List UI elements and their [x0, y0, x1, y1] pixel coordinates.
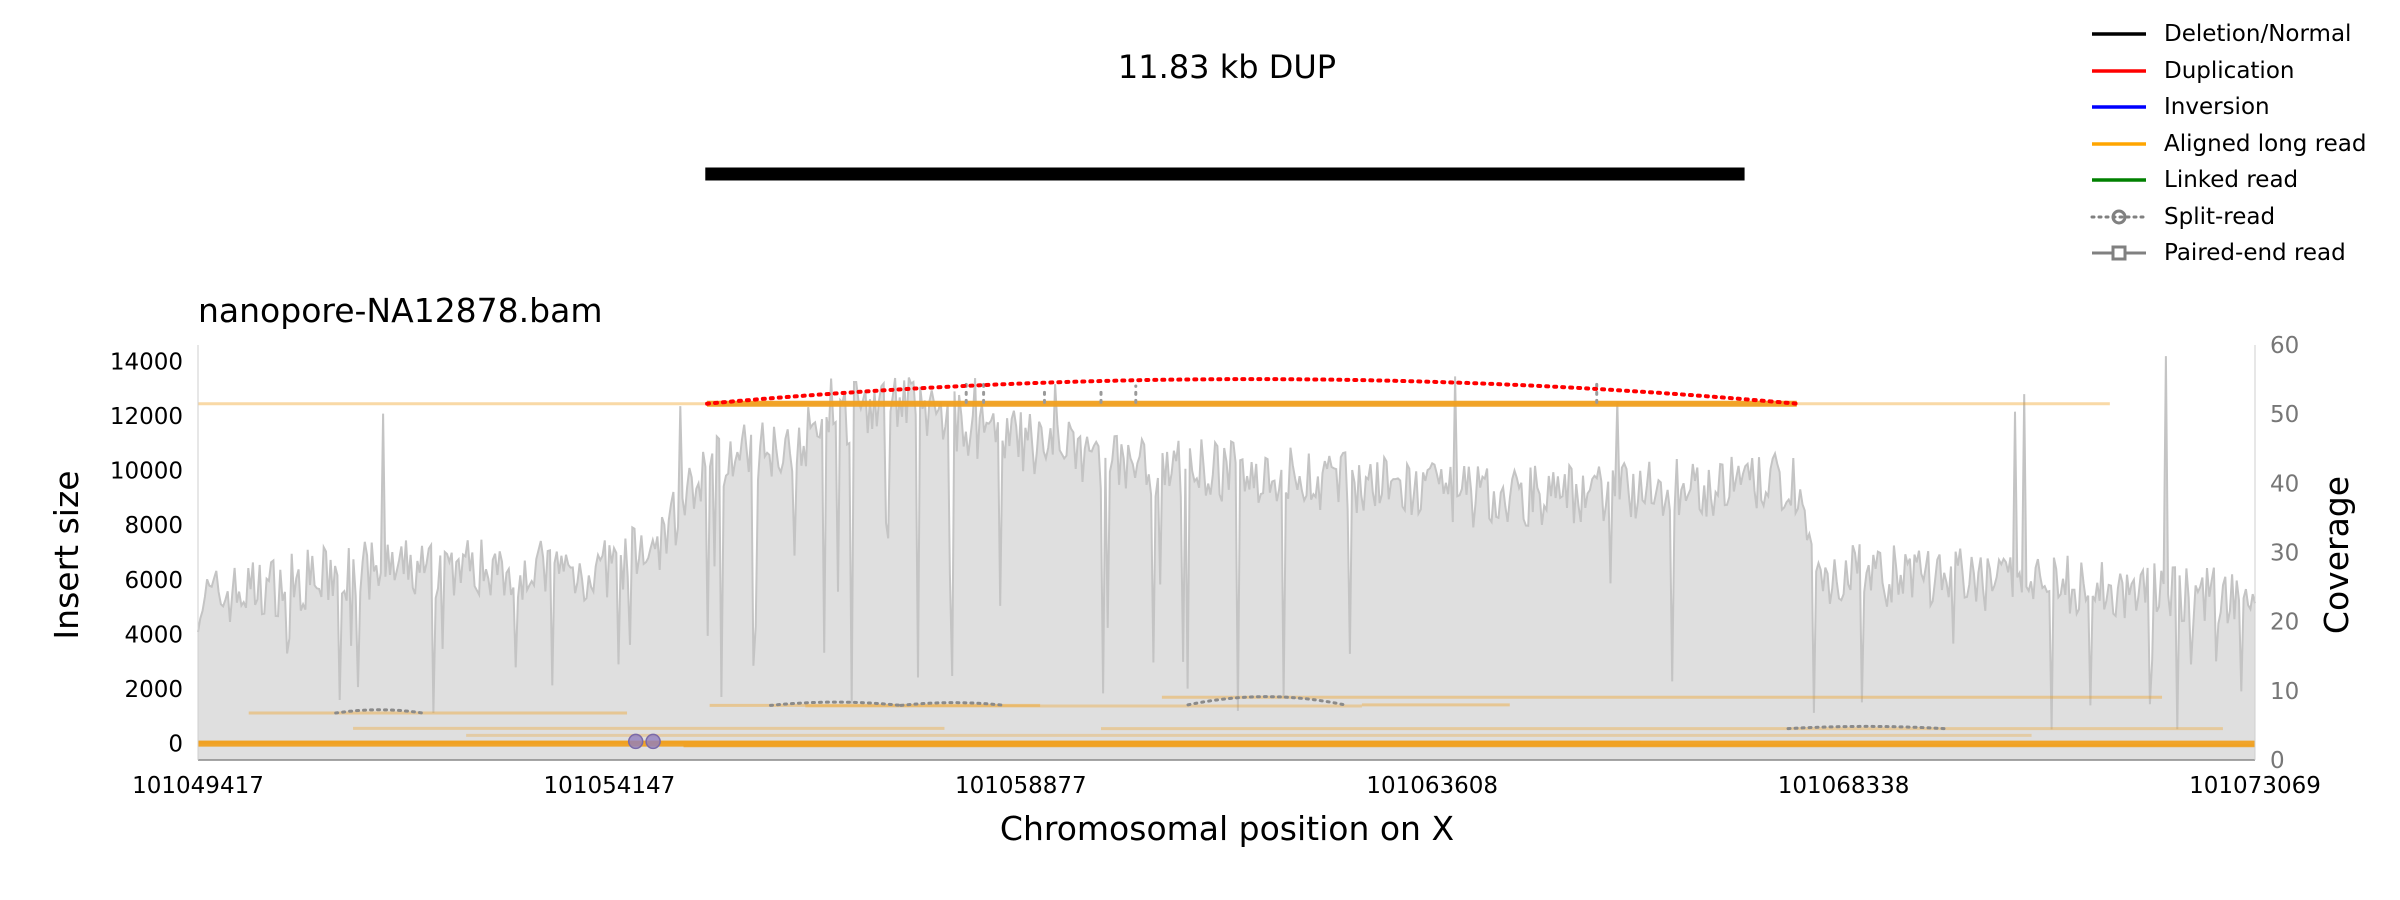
legend-item: Duplication: [2090, 53, 2400, 90]
split-read-point: [627, 733, 644, 750]
chart-title: 11.83 kb DUP: [1118, 48, 1336, 86]
legend-label: Inversion: [2164, 94, 2270, 121]
y-tick-label-left: 4000: [124, 622, 183, 648]
y-axis-label-right: Coverage: [2317, 476, 2356, 634]
legend-label: Paired-end read: [2164, 240, 2346, 267]
legend-label: Aligned long read: [2164, 130, 2367, 157]
legend-label: Split-read: [2164, 203, 2276, 230]
legend-item: Paired-end read: [2090, 235, 2400, 272]
y-tick-label-left: 10000: [110, 459, 183, 485]
x-axis-label: Chromosomal position on X: [1000, 809, 1454, 848]
x-tick-label: 101063608: [1366, 773, 1498, 799]
x-tick-label: 101058877: [955, 773, 1087, 799]
y-tick-label-left: 2000: [124, 677, 183, 703]
legend-swatch: [2092, 69, 2146, 73]
y-tick-label-right: 10: [2270, 679, 2299, 705]
legend-swatch: [2092, 178, 2146, 182]
legend-swatch: [2090, 209, 2148, 225]
legend-item: Split-read: [2090, 199, 2400, 236]
legend-swatch: [2092, 105, 2146, 109]
y-tick-label-right: 0: [2270, 748, 2285, 774]
legend-marker: [2111, 245, 2127, 261]
legend-label: Linked read: [2164, 167, 2299, 194]
legend-item: Inversion: [2090, 89, 2400, 126]
legend-marker: [2111, 209, 2127, 225]
x-tick-label: 101073069: [2189, 773, 2321, 799]
coverage-line: [197, 356, 2256, 730]
split-read-arc: [769, 700, 903, 707]
x-tick-label: 101049417: [132, 773, 264, 799]
legend-item: Aligned long read: [2090, 126, 2400, 163]
split-read-arc: [1786, 724, 1947, 731]
legend-item: Deletion/Normal: [2090, 16, 2400, 53]
subplot-title: nanopore-NA12878.bam: [198, 291, 602, 330]
legend-swatch: [2092, 245, 2146, 261]
y-tick-label-right: 30: [2270, 541, 2299, 567]
y-tick-label-left: 14000: [110, 349, 183, 375]
legend: Deletion/Normal Duplication Inversion Align…: [2090, 16, 2400, 272]
legend-swatch: [2092, 32, 2146, 36]
duplication-arc: [705, 377, 1799, 406]
x-tick-label: 101068338: [1778, 773, 1910, 799]
y-tick-label-left: 6000: [124, 568, 183, 594]
legend-swatch: [2092, 142, 2146, 146]
y-tick-label-right: 40: [2270, 471, 2299, 497]
y-tick-label-right: 20: [2270, 610, 2299, 636]
y-tick-label-left: 12000: [110, 404, 183, 430]
coverage-area: [198, 356, 2255, 760]
y-tick-label-right: 50: [2270, 402, 2299, 428]
split-read-arc: [334, 708, 425, 715]
x-tick-label: 101054147: [544, 773, 676, 799]
legend-label: Deletion/Normal: [2164, 21, 2352, 48]
legend-label: Duplication: [2164, 57, 2295, 84]
split-read-arc: [1186, 695, 1347, 707]
y-tick-label-right: 60: [2270, 333, 2299, 359]
split-read-arc: [899, 701, 1007, 707]
y-tick-label-left: 0: [168, 732, 183, 758]
legend-item: Linked read: [2090, 162, 2400, 199]
y-axis-label-left: Insert size: [47, 470, 86, 639]
split-read-point: [645, 733, 661, 750]
y-tick-label-left: 8000: [124, 513, 183, 539]
